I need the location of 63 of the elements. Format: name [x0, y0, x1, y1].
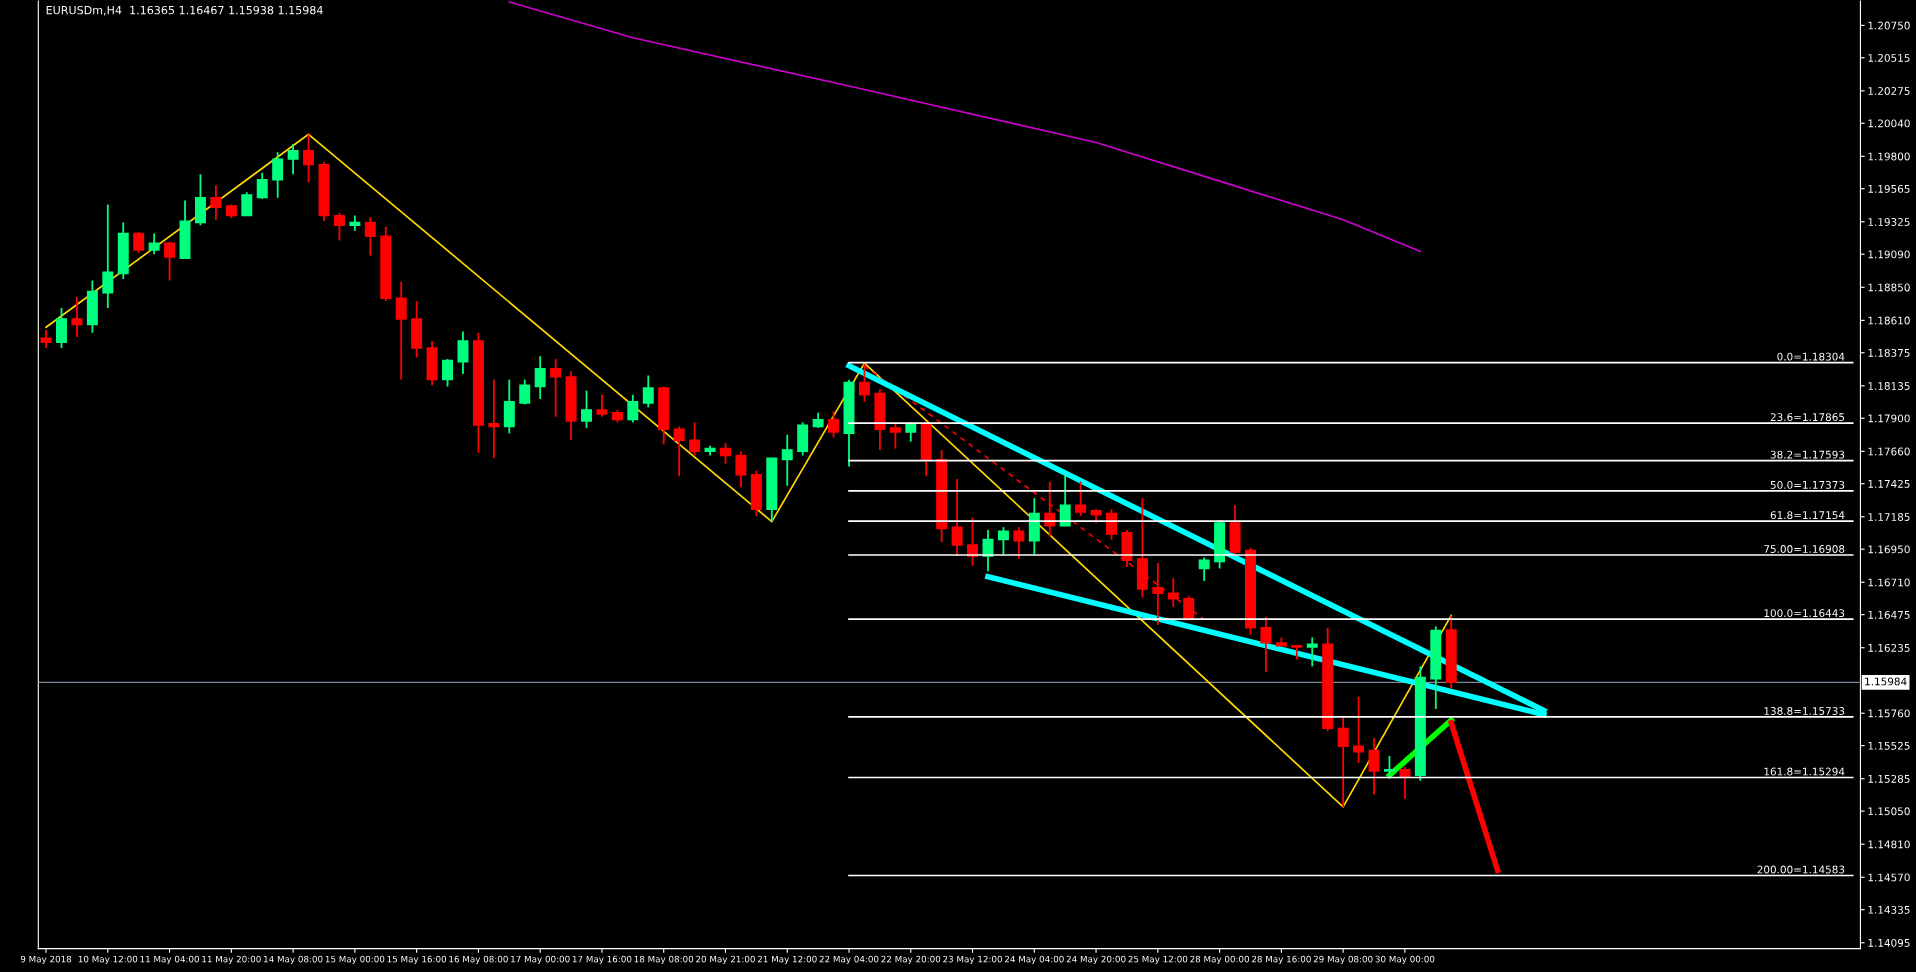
- x-tick-label: 21 May 12:00: [757, 955, 817, 965]
- x-tick-label: 14 May 08:00: [264, 955, 323, 965]
- y-tick-label: 1.20040: [1868, 119, 1910, 128]
- y-tick-label: 1.15525: [1868, 741, 1910, 750]
- chart-title: EURUSDm,H4 1.16365 1.16467 1.15938 1.15984: [46, 5, 323, 16]
- legend-label: 138.8=1.15733: [1764, 707, 1845, 715]
- x-tick-label: 18 May 08:00: [634, 955, 694, 965]
- y-tick-label: 1.16235: [1868, 643, 1910, 652]
- legend-label: 0.0=1.18304: [1777, 352, 1845, 361]
- x-tick-label: 11 May 20:00: [202, 955, 261, 965]
- x-tick-label: 17 May 16:00: [572, 955, 632, 965]
- y-tick-label: 1.15050: [1868, 807, 1910, 816]
- legend-label: 161.8=1.15294: [1764, 767, 1845, 776]
- y-tick-label: 1.16475: [1868, 610, 1910, 619]
- y-tick-label: 1.18375: [1868, 348, 1910, 357]
- y-tick-label: 1.14570: [1868, 873, 1910, 882]
- y-tick-label: 1.14335: [1868, 905, 1910, 914]
- y-tick-label: 1.18610: [1868, 316, 1910, 325]
- x-tick-label: 30 May 00:00: [1375, 955, 1435, 965]
- legend-label: 23.6=1.17865: [1770, 413, 1845, 422]
- y-tick-label: 1.20750: [1868, 21, 1910, 30]
- x-tick-label: 28 May 00:00: [1190, 955, 1250, 965]
- y-tick-label: 1.14095: [1868, 938, 1910, 947]
- y-tick-label: 1.18135: [1868, 382, 1910, 390]
- y-tick-label: 1.17900: [1868, 414, 1910, 423]
- x-tick-label: 10 May 12:00: [78, 955, 138, 965]
- series-label: 200.00=1.14583: [1757, 865, 1845, 874]
- x-tick-label: 23 May 12:00: [943, 955, 1002, 965]
- legend-label: 50.0=1.17373: [1770, 480, 1845, 489]
- y-tick-label: 1.14810: [1868, 840, 1910, 849]
- y-tick-label: 1.15285: [1868, 774, 1910, 783]
- y-tick-label: 1.16950: [1868, 545, 1910, 554]
- y-tick-label: 1.15760: [1868, 709, 1910, 718]
- x-tick-label: 22 May 04:00: [819, 955, 879, 965]
- y-tick-label: 1.20515: [1868, 53, 1910, 62]
- x-tick-label: 29 May 08:00: [1313, 955, 1373, 965]
- ref-line-label: 1.15984: [1865, 677, 1907, 686]
- y-tick-label: 1.19325: [1868, 218, 1910, 226]
- y-tick-label: 1.19565: [1868, 184, 1910, 193]
- legend-label: 61.8=1.17154: [1770, 511, 1845, 520]
- legend-label: 38.2=1.17593: [1770, 450, 1845, 459]
- legend-label: 100.0=1.16443: [1764, 609, 1845, 618]
- x-tick-label: 22 May 20:00: [881, 955, 941, 965]
- x-tick-label: 24 May 20:00: [1066, 955, 1126, 965]
- y-tick-label: 1.18850: [1868, 283, 1910, 292]
- y-tick-label: 1.20275: [1868, 87, 1910, 95]
- x-tick-label: 11 May 04:00: [140, 955, 199, 965]
- y-tick-label: 1.17425: [1868, 479, 1910, 488]
- legend-label: 75.00=1.16908: [1764, 545, 1845, 553]
- x-tick-label: 9 May 2018: [20, 955, 72, 965]
- x-tick-label: 25 May 12:00: [1128, 955, 1188, 965]
- y-tick-label: 1.19090: [1868, 250, 1910, 259]
- x-tick-label: 16 May 08:00: [449, 955, 508, 965]
- y-tick-label: 1.19800: [1868, 152, 1910, 161]
- x-tick-label: 17 May 00:00: [511, 955, 570, 965]
- x-tick-label: 15 May 00:00: [325, 955, 385, 965]
- y-tick-label: 1.17660: [1868, 447, 1910, 456]
- y-tick-label: 1.16710: [1868, 578, 1910, 587]
- x-tick-label: 20 May 21:00: [696, 955, 755, 965]
- x-tick-label: 24 May 04:00: [1004, 955, 1064, 965]
- y-tick-label: 1.17185: [1868, 513, 1910, 521]
- x-tick-label: 15 May 16:00: [387, 955, 447, 965]
- x-tick-label: 28 May 16:00: [1252, 955, 1311, 965]
